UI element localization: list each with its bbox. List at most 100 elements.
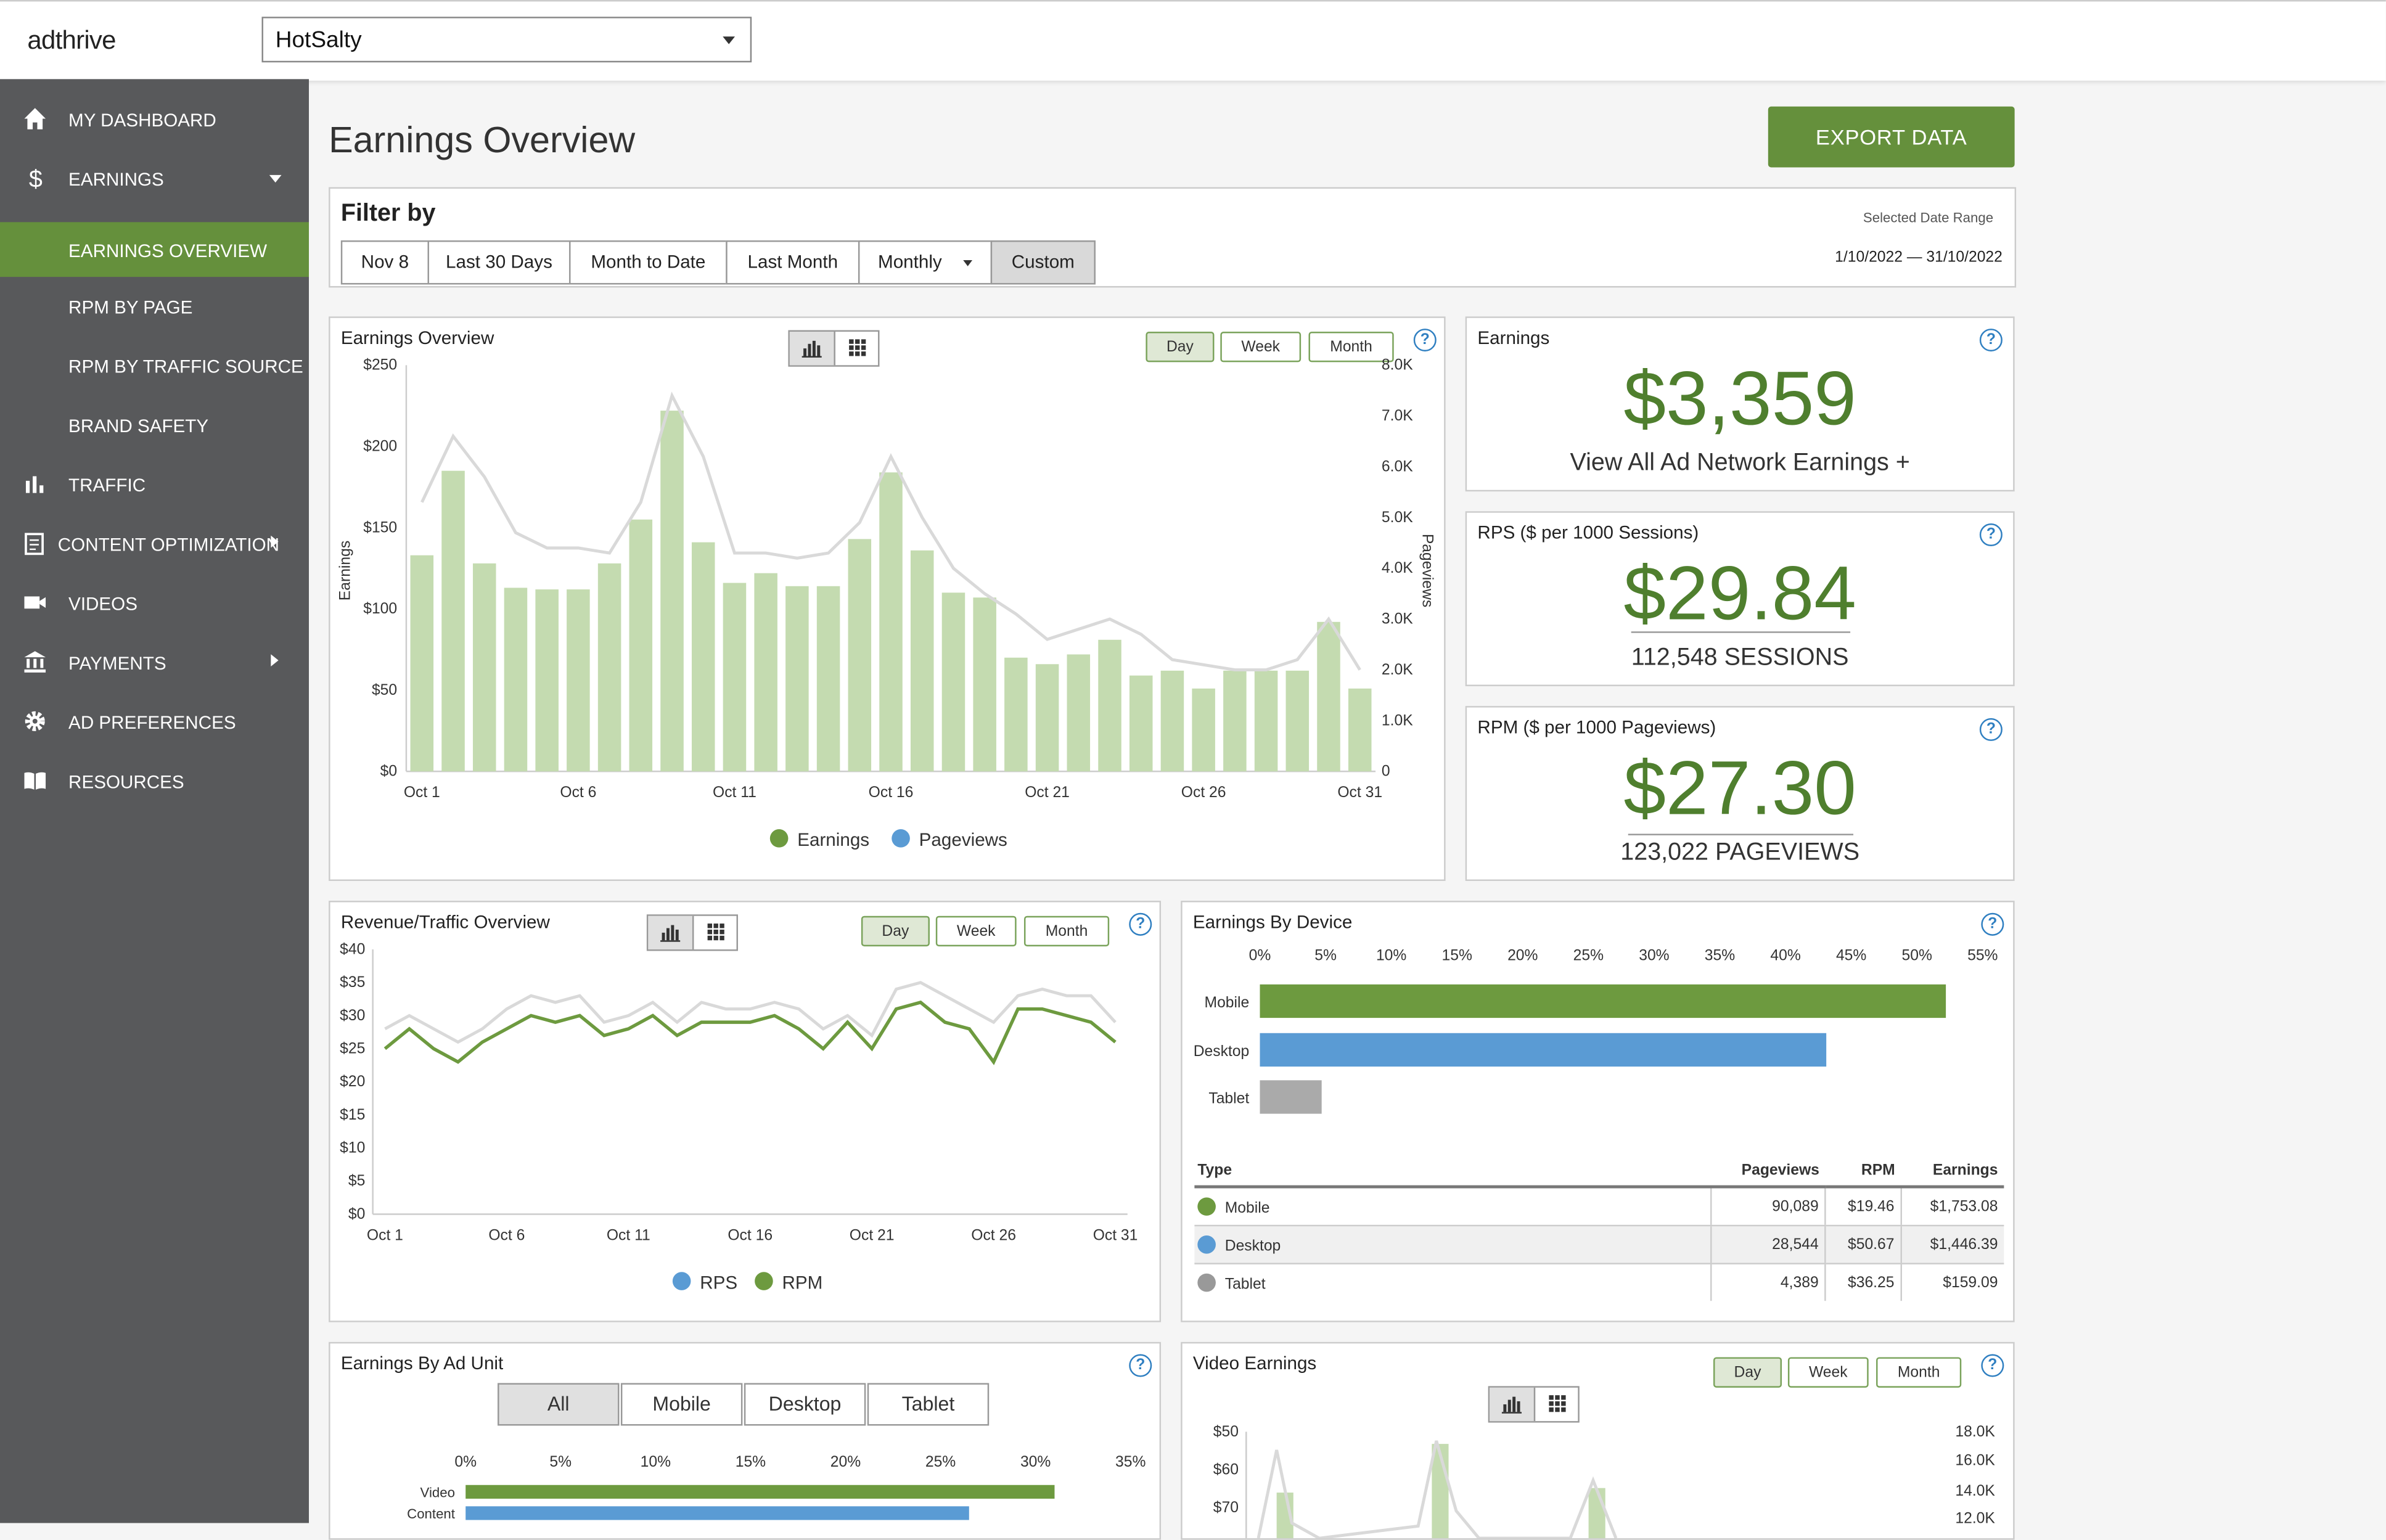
help-icon[interactable]: ? [1979, 718, 2003, 741]
earnings-bar [1254, 670, 1278, 772]
tab-desktop[interactable]: Desktop [744, 1383, 866, 1426]
x-tick-label: 0% [454, 1454, 477, 1470]
filter-custom-button[interactable]: Custom [990, 240, 1096, 285]
chevron-right-icon [271, 654, 279, 666]
sidebar-item-payments[interactable]: PAYMENTS [0, 637, 309, 686]
x-tick-label: 15% [736, 1454, 766, 1470]
sidebar-item-brand-safety[interactable]: BRAND SAFETY [0, 400, 309, 449]
help-icon[interactable]: ? [1129, 1354, 1152, 1377]
sidebar-item-resources[interactable]: RESOURCES [0, 756, 309, 805]
y-tick-label: $100 [363, 600, 397, 617]
x-tick-label: Oct 21 [1025, 784, 1070, 801]
legend-rps-label: RPS [700, 1272, 737, 1293]
day-toggle[interactable]: Day [1713, 1357, 1782, 1388]
sidebar-item-traffic[interactable]: TRAFFIC [0, 459, 309, 508]
legend-rps-dot [672, 1272, 691, 1290]
view-all-network-earnings-link[interactable]: View All Ad Network Earnings + [1570, 450, 1910, 477]
y2-tick-label: 2.0K [1382, 661, 1413, 678]
week-toggle[interactable]: Week [1220, 332, 1302, 362]
earnings-bar [472, 563, 496, 772]
earnings-bar [848, 539, 872, 772]
help-icon[interactable]: ? [1981, 1354, 2004, 1377]
x-tick-label: Oct 21 [850, 1227, 895, 1243]
category-label: Tablet [1208, 1090, 1249, 1107]
y-tick-label: $150 [363, 519, 397, 536]
table-view-button[interactable] [1535, 1388, 1580, 1421]
week-toggle[interactable]: Week [935, 915, 1017, 947]
filter-last-month-button[interactable]: Last Month [726, 240, 860, 285]
y2-tick-label: 3.0K [1382, 611, 1413, 628]
book-icon [24, 772, 46, 790]
filter-monthly-dropdown[interactable]: Monthly [858, 240, 993, 285]
help-icon[interactable]: ? [1979, 329, 2003, 352]
y2-tick-label: 14.0K [1955, 1483, 1995, 1499]
export-data-button[interactable]: EXPORT DATA [1768, 106, 2015, 168]
tab-all[interactable]: All [498, 1383, 620, 1426]
legend-pageviews-dot [892, 829, 910, 848]
month-toggle[interactable]: Month [1023, 915, 1110, 947]
device-type-label: Desktop [1224, 1237, 1281, 1255]
filter-monthly-label: Monthly [878, 251, 942, 272]
earnings-bar [1192, 688, 1215, 772]
chevron-down-icon [963, 260, 973, 266]
bar-chart-view-button[interactable] [789, 332, 835, 366]
earnings-cell: $1,446.39 [1900, 1225, 2004, 1264]
bar-chart-view-button[interactable] [648, 915, 694, 950]
help-icon[interactable]: ? [1413, 329, 1437, 352]
tab-mobile[interactable]: Mobile [620, 1383, 743, 1426]
month-toggle[interactable]: Month [1876, 1357, 1962, 1388]
sidebar-item-label: PAYMENTS [68, 652, 166, 674]
x-tick-label: Oct 11 [713, 784, 756, 801]
table-view-button[interactable] [835, 332, 880, 365]
panel-title: Revenue/Traffic Overview [340, 911, 550, 933]
divider [1628, 833, 1854, 835]
video-earnings-bar [1588, 1488, 1605, 1539]
y2-tick-label: 8.0K [1382, 357, 1413, 374]
sidebar-item-my-dashboard[interactable]: MY DASHBOARD [0, 94, 309, 143]
sidebar-item-ad-preferences[interactable]: AD PREFERENCES [0, 697, 309, 745]
chart-view-switch [1488, 1386, 1580, 1423]
col-header-rpm: RPM [1825, 1156, 1901, 1189]
y-tick-label: $15 [340, 1107, 365, 1123]
table-view-button[interactable] [694, 916, 738, 949]
help-icon[interactable]: ? [1979, 523, 2003, 547]
logo[interactable]: adthrive [27, 25, 116, 55]
earnings-bar [785, 586, 809, 772]
earnings-card: Earnings ? $3,359 View All Ad Network Ea… [1465, 316, 2015, 492]
rps-line [384, 981, 1117, 1044]
y2-tick-label: 6.0K [1382, 458, 1413, 475]
x-tick-label: 55% [1967, 947, 1998, 964]
x-tick-label: Oct 26 [1181, 784, 1226, 801]
filter-month-to-date-button[interactable]: Month to Date [569, 240, 728, 285]
earnings-by-device-panel: Earnings By Device ? 0% 5% 10% 15% 20% 25% 30%… [1181, 901, 2015, 1322]
x-tick-label: 10% [641, 1454, 671, 1470]
sidebar-item-videos[interactable]: VIDEOS [0, 578, 309, 627]
sidebar-item-label: RPM BY TRAFFIC SOURCE [68, 356, 303, 378]
filter-last-30-days-button[interactable]: Last 30 Days [427, 240, 571, 285]
filter-nov8-button[interactable]: Nov 8 [340, 240, 429, 285]
help-icon[interactable]: ? [1129, 912, 1152, 936]
bank-icon [24, 651, 46, 673]
x-tick-label: 30% [1639, 947, 1669, 964]
earnings-bar [567, 589, 590, 772]
bar-chart-view-button[interactable] [1490, 1387, 1536, 1422]
device-bar [1260, 1033, 1827, 1067]
sidebar-item-earnings[interactable]: $ EARNINGS [0, 154, 309, 202]
revenue-traffic-panel: Revenue/Traffic Overview Day Week Month … [329, 901, 1162, 1322]
earnings-by-device-chart: 0% 5% 10% 15% 20% 25% 30% 35% 40% 45% 50% 55% Mobile… [1194, 947, 1998, 1114]
y2-tick-label: 5.0K [1382, 509, 1413, 526]
help-icon[interactable]: ? [1981, 912, 2004, 936]
site-select[interactable]: HotSalty [261, 17, 752, 63]
video-earnings-chart: $50 $60 $70 12.0K 14.0K 16.0K 18.0K [1213, 1423, 1995, 1539]
day-toggle[interactable]: Day [1146, 332, 1215, 362]
sidebar-item-rpm-by-page[interactable]: RPM BY PAGE [0, 282, 309, 330]
month-toggle[interactable]: Month [1308, 332, 1394, 362]
sidebar-item-rpm-by-traffic-source[interactable]: RPM BY TRAFFIC SOURCE [0, 341, 309, 390]
sidebar-item-content-optimization[interactable]: CONTENT OPTIMIZATION [0, 519, 309, 568]
week-toggle[interactable]: Week [1787, 1357, 1869, 1388]
tab-tablet[interactable]: Tablet [867, 1383, 990, 1426]
day-toggle[interactable]: Day [861, 915, 930, 947]
sidebar-item-earnings-overview[interactable]: EARNINGS OVERVIEW [0, 222, 310, 277]
x-tick-label: 5% [1314, 947, 1337, 964]
y-tick-label: $0 [348, 1206, 365, 1223]
